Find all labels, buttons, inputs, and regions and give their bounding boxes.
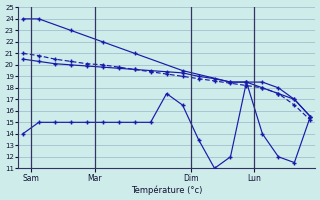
X-axis label: Température (°c): Température (°c)	[131, 186, 202, 195]
